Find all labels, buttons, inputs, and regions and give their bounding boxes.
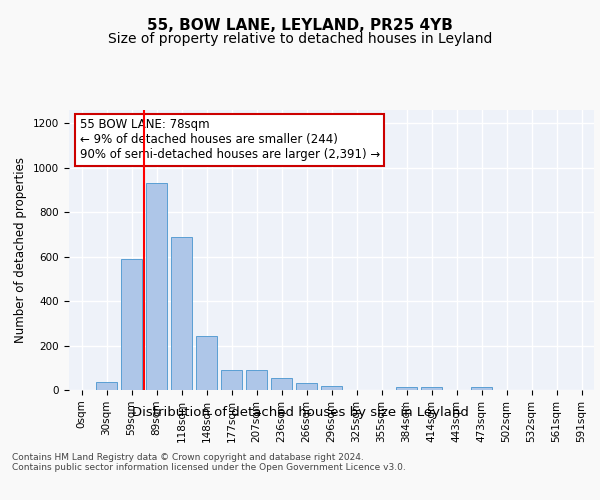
Text: Size of property relative to detached houses in Leyland: Size of property relative to detached ho…: [108, 32, 492, 46]
Bar: [121, 259, 142, 390]
Bar: [296, 384, 317, 390]
Bar: [321, 386, 342, 390]
Bar: [271, 378, 292, 390]
Bar: [471, 388, 492, 390]
Bar: [171, 236, 192, 390]
Text: 55, BOW LANE, LEYLAND, PR25 4YB: 55, BOW LANE, LEYLAND, PR25 4YB: [147, 18, 453, 32]
Bar: [196, 336, 217, 390]
Bar: [246, 370, 267, 390]
Bar: [421, 388, 442, 390]
Y-axis label: Number of detached properties: Number of detached properties: [14, 157, 28, 343]
Bar: [396, 388, 417, 390]
Text: 55 BOW LANE: 78sqm
← 9% of detached houses are smaller (244)
90% of semi-detache: 55 BOW LANE: 78sqm ← 9% of detached hous…: [79, 118, 380, 162]
Bar: [221, 370, 242, 390]
Bar: [96, 382, 117, 390]
Bar: [146, 184, 167, 390]
Text: Distribution of detached houses by size in Leyland: Distribution of detached houses by size …: [131, 406, 469, 419]
Text: Contains HM Land Registry data © Crown copyright and database right 2024.
Contai: Contains HM Land Registry data © Crown c…: [12, 452, 406, 472]
